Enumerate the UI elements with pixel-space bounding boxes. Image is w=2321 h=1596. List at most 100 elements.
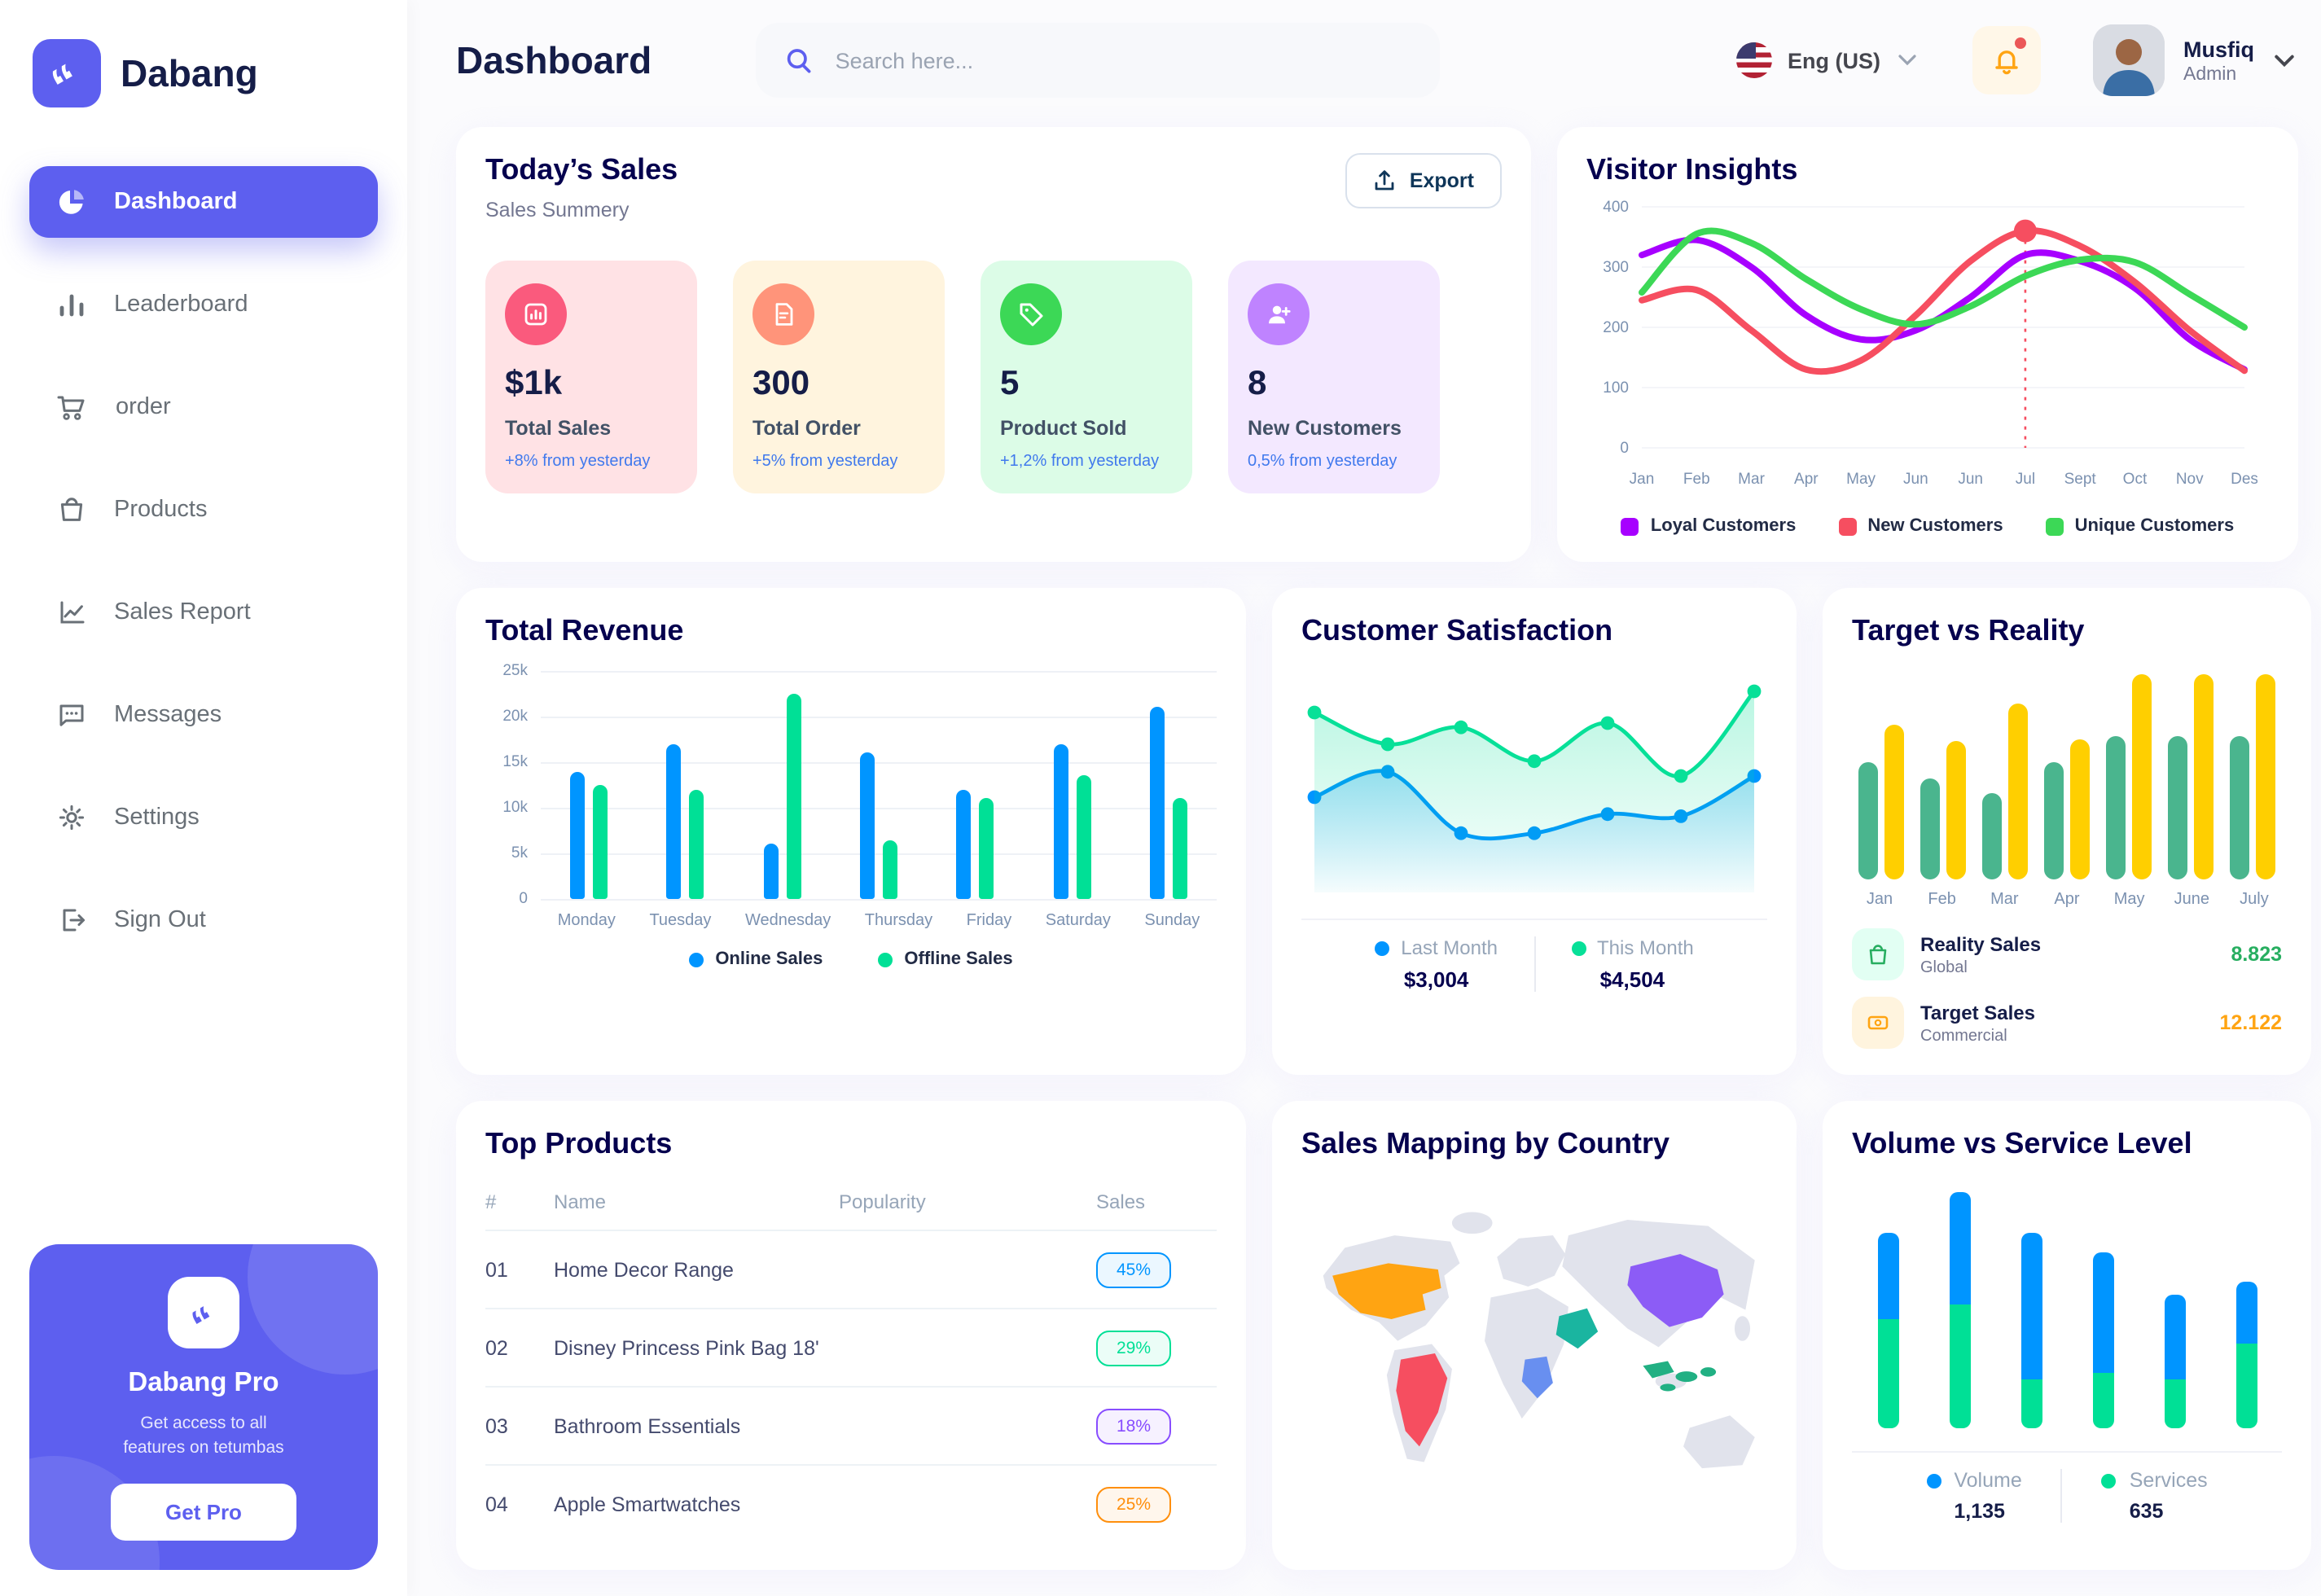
total-revenue-title: Total Revenue [485, 614, 684, 647]
services-dot [2101, 1473, 2117, 1488]
bar [2106, 736, 2126, 879]
reality-sales-value: 8.823 [2231, 943, 2282, 966]
sidebar-item-products[interactable]: Products [29, 474, 378, 546]
export-button[interactable]: Export [1345, 153, 1502, 208]
product-row-02: 02 Disney Princess Pink Bag 18' 29% [485, 1309, 1217, 1388]
target-vs-reality-legend: Reality Sales Global 8.823 Target Sales [1852, 928, 2282, 1049]
user-chevron-down-icon[interactable] [2274, 53, 2295, 68]
visitor-insights-title: Visitor Insights [1586, 153, 1798, 186]
bar [2044, 762, 2064, 879]
top-products-header: # Name Popularity Sales [485, 1177, 1217, 1231]
pro-upsell-card: “ Dabang Pro Get access to all features o… [29, 1243, 378, 1570]
online-sales-dot [689, 952, 704, 967]
target-vs-reality-chart [1852, 674, 2282, 879]
target-group-apr [2044, 739, 2090, 879]
sales-badge: 29% [1096, 1330, 1171, 1366]
sidebar-nav: Dashboard Leaderboard order Products Sales R… [29, 166, 378, 956]
volume-service-legend: Volume 1,135 Services 635 [1852, 1469, 2282, 1523]
new-customers-swatch [1838, 517, 1857, 535]
volume-total: 1,135 [1954, 1500, 2005, 1523]
user-menu[interactable]: Musfiq Admin [2092, 24, 2295, 96]
sidebar-item-dashboard[interactable]: Dashboard [29, 166, 378, 238]
stacked-bar [2235, 1282, 2257, 1428]
sales-badge: 45% [1096, 1252, 1171, 1287]
stacked-bar [1949, 1192, 1970, 1428]
stat-delta: 0,5% from yesterday [1248, 453, 1397, 471]
sidebar-item-order[interactable]: order [29, 371, 378, 443]
stat-delta: +5% from yesterday [752, 453, 898, 471]
notifications-button[interactable] [1972, 26, 2040, 94]
unique-customers-swatch [2045, 517, 2064, 535]
country-brazil [1396, 1353, 1448, 1446]
brand-icon: “ [33, 39, 101, 113]
chevron-down-icon [1898, 55, 1915, 66]
bar [1920, 778, 1940, 879]
sidebar-item-settings[interactable]: Settings [29, 782, 378, 853]
revenue-group-sunday [1149, 707, 1187, 899]
bell-icon [1994, 50, 2017, 75]
volume-service-title: Volume vs Service Level [1852, 1127, 2192, 1160]
pro-subtitle: Get access to all features on tetumbas [123, 1413, 284, 1458]
customer-satisfaction-title: Customer Satisfaction [1301, 614, 1613, 647]
content: Today’s Sales Sales Summery Export $1k To… [407, 121, 2321, 1596]
sidebar-item-sign-out[interactable]: Sign Out [29, 884, 378, 956]
sidebar-item-messages[interactable]: Messages [29, 679, 378, 751]
stat-label: New Customers [1248, 417, 1402, 440]
pro-title: Dabang Pro [128, 1367, 279, 1396]
last-month-dot [1375, 940, 1390, 955]
loyal-customers-swatch [1621, 517, 1639, 535]
svg-text:Jun: Jun [1958, 471, 1983, 488]
stat-value: 300 [752, 365, 810, 402]
target-vs-reality-title: Target vs Reality [1852, 614, 2085, 647]
customer-satisfaction-card: Customer Satisfaction Last Month $3,004 [1272, 588, 1797, 1075]
svg-text:Jul: Jul [2016, 471, 2035, 488]
revenue-group-wednesday [763, 694, 801, 899]
svg-text:100: 100 [1603, 379, 1629, 397]
stat-card-total-order: 300 Total Order +5% from yesterday [733, 261, 945, 493]
target-vs-reality-card: Target vs Reality Jan Feb Mar Apr May June Jul… [1823, 588, 2311, 1075]
us-flag-icon [1735, 42, 1771, 78]
stacked-bar [1877, 1233, 1898, 1428]
search-input[interactable] [831, 46, 1411, 74]
country-indonesia [1643, 1360, 1717, 1391]
language-selector[interactable]: Eng (US) [1735, 42, 1916, 78]
get-pro-button[interactable]: Get Pro [110, 1484, 297, 1541]
revenue-group-thursday [859, 752, 897, 899]
revenue-group-friday [956, 790, 994, 899]
target-group-july [2230, 674, 2275, 879]
todays-sales-card: Today’s Sales Sales Summery Export $1k To… [456, 127, 1531, 562]
svg-text:Oct: Oct [2123, 471, 2148, 488]
customer-satisfaction-chart [1307, 684, 1762, 892]
sidebar-item-label: order [116, 394, 171, 420]
cart-icon [55, 391, 90, 423]
chart-icon [55, 596, 88, 629]
language-label: Eng (US) [1788, 48, 1880, 72]
continent-africa [1484, 1287, 1569, 1418]
topbar: Dashboard Eng (US) Musfiq Admin [407, 0, 2321, 121]
sidebar-item-sales-report[interactable]: Sales Report [29, 577, 378, 648]
sales-badge: 18% [1096, 1408, 1171, 1444]
stat-card-new-customers: 8 New Customers 0,5% from yesterday [1228, 261, 1440, 493]
svg-text:300: 300 [1603, 259, 1629, 276]
target-group-feb [1920, 741, 1966, 879]
bar [956, 790, 972, 899]
pie-icon [55, 186, 88, 218]
user-name: Musfiq [2183, 37, 2254, 61]
sales-mapping-title: Sales Mapping by Country [1301, 1127, 1670, 1160]
svg-text:Mar: Mar [1738, 471, 1765, 488]
total-revenue-chart: 25k 20k 15k 10k 5k 0 [485, 662, 1217, 908]
product-row-03: 03 Bathroom Essentials 18% [485, 1388, 1217, 1466]
visitor-insights-legend: Loyal Customers New Customers Unique Cus… [1586, 516, 2269, 536]
brand-logo[interactable]: “ Dabang [29, 23, 378, 124]
svg-text:400: 400 [1603, 199, 1629, 216]
bar [1858, 762, 1878, 879]
bar [1076, 775, 1091, 899]
svg-text:Jan: Jan [1630, 471, 1655, 488]
stats-row: $1k Total Sales +8% from yesterday 300 Total… [485, 261, 1502, 493]
sidebar-item-leaderboard[interactable]: Leaderboard [29, 269, 378, 340]
bar [859, 752, 875, 899]
target-group-jan [1858, 725, 1904, 879]
this-month-value: $4,504 [1599, 967, 1665, 992]
message-icon [55, 699, 88, 731]
